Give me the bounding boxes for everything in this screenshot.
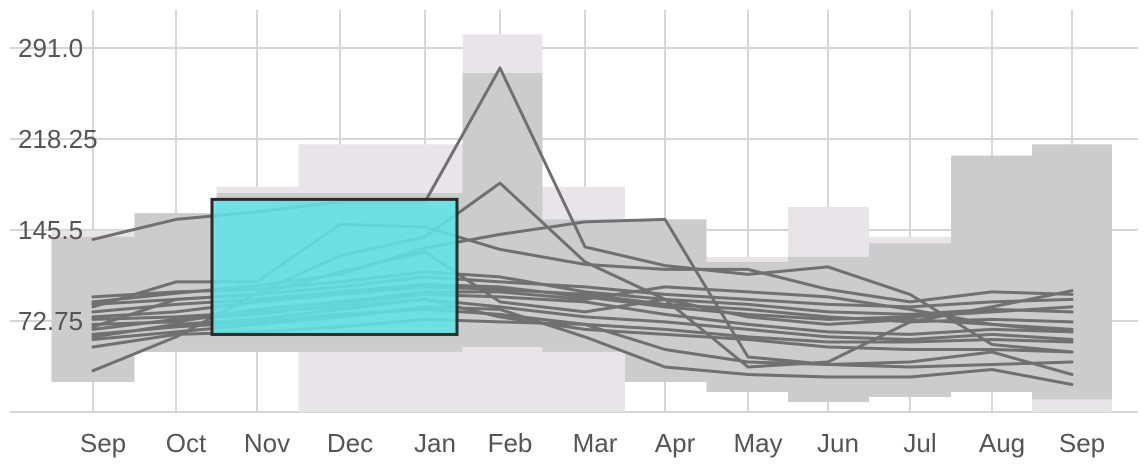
x-tick-label: Oct [166, 428, 207, 458]
inner-band-step [1032, 144, 1112, 400]
x-axis-ticks: Sep Oct Nov Dec Jan Feb Mar Apr May Jun Jul Aug Sep [80, 428, 1105, 458]
y-tick-label: 72.75 [18, 306, 83, 336]
x-tick-label: Sep [80, 428, 126, 458]
x-tick-label: Apr [655, 428, 696, 458]
x-tick-label: Sep [1059, 428, 1105, 458]
selection-layer[interactable] [210, 197, 459, 336]
x-tick-label: Mar [573, 428, 618, 458]
y-tick-label: 145.5 [18, 215, 83, 245]
x-tick-label: Jun [817, 428, 859, 458]
x-tick-label: May [733, 428, 782, 458]
x-tick-label: Jan [414, 428, 456, 458]
x-tick-label: Aug [979, 428, 1025, 458]
y-tick-label: 291.0 [18, 33, 83, 63]
y-tick-label: 218.25 [18, 124, 98, 154]
x-tick-label: Nov [244, 428, 290, 458]
selection-brush[interactable] [210, 197, 459, 336]
x-tick-label: Feb [488, 428, 533, 458]
y-axis-ticks: 291.0 218.25 145.5 72.75 [18, 33, 98, 336]
x-tick-label: Dec [327, 428, 373, 458]
x-tick-label: Jul [903, 428, 936, 458]
